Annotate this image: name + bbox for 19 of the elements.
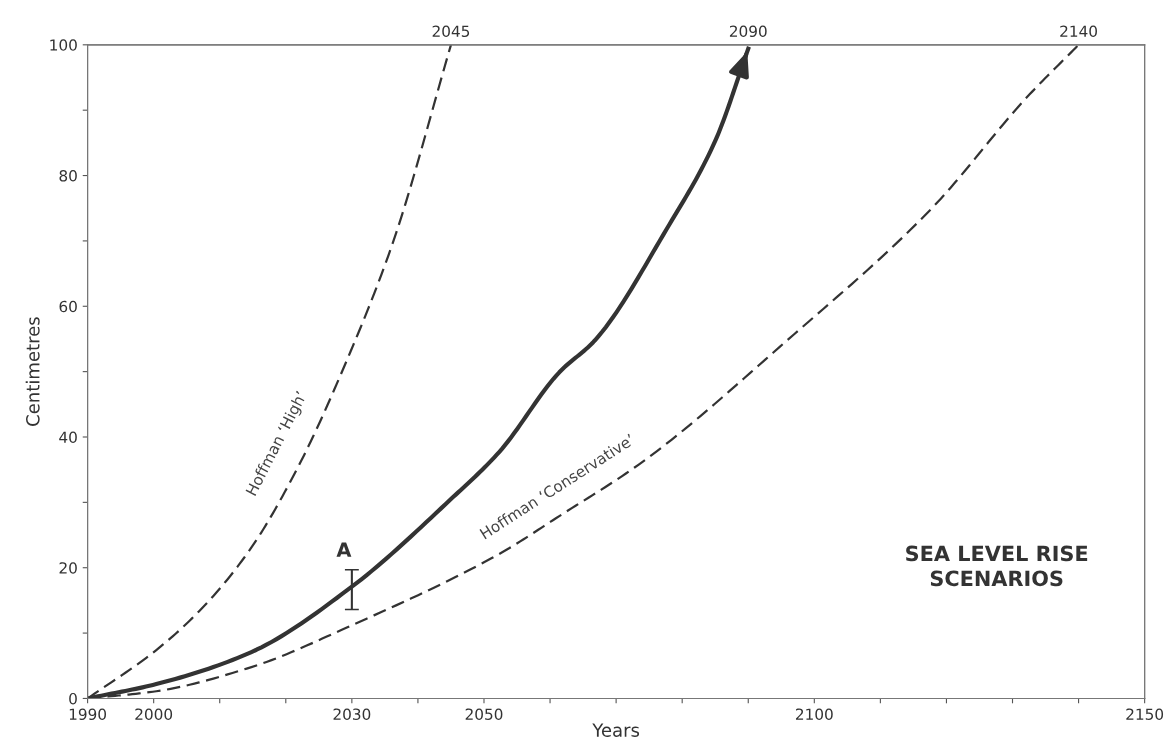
y-axis-title: Centimetres <box>25 317 40 426</box>
y-tick-label: 0 <box>69 692 77 705</box>
x-tick-label: 2030 <box>333 708 371 720</box>
y-tick-label: 100 <box>50 39 77 51</box>
x-tick-label: 1990 <box>69 708 107 720</box>
y-tick-label: 40 <box>59 431 77 444</box>
x2-tick-label: 2045 <box>432 25 470 37</box>
annotation: A <box>336 542 352 557</box>
x-tick-label: 2000 <box>135 708 173 720</box>
y-tick-label: 60 <box>59 300 77 313</box>
y-tick-label: 80 <box>59 170 77 182</box>
x-tick-label: 2050 <box>465 708 503 720</box>
x-tick-label: 2100 <box>795 708 833 720</box>
annotation: SEA LEVEL RISE SCENARIOS <box>906 545 1088 587</box>
x-tick-label: 2150 <box>1126 708 1164 720</box>
y-tick-label: 20 <box>59 562 77 574</box>
x2-tick-label: 2140 <box>1060 25 1097 37</box>
x2-tick-label: 2090 <box>729 25 767 37</box>
x-axis-title: Years <box>592 723 640 737</box>
